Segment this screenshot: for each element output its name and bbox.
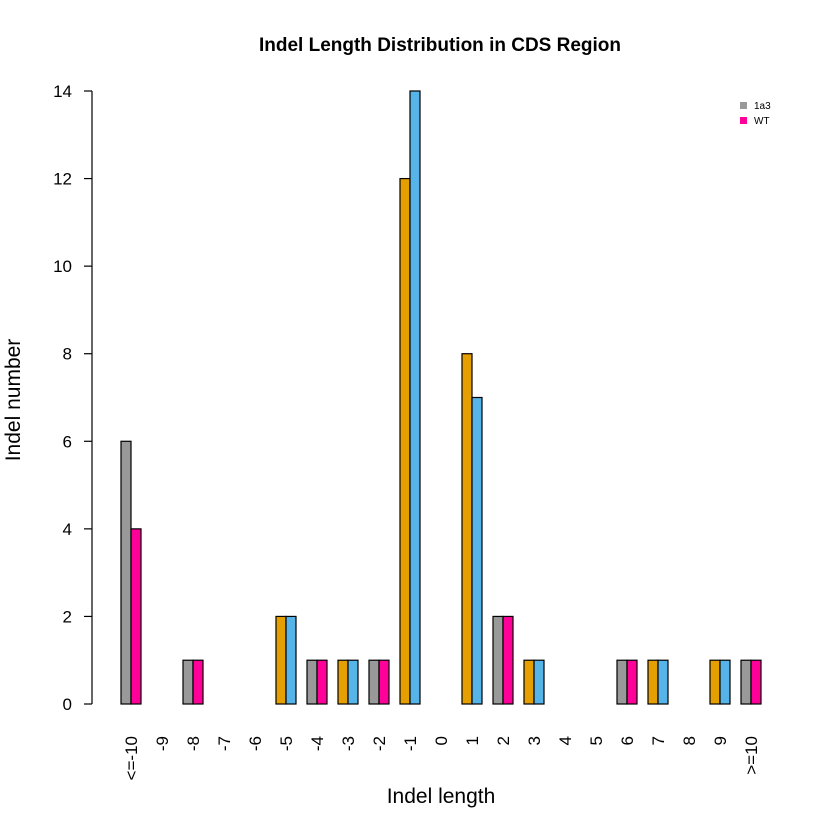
bar-1a3->=10: [740, 659, 752, 705]
x-tick-label: -5: [277, 736, 296, 751]
bar-1a3-1: [461, 353, 473, 705]
bar-1a3-2: [492, 615, 504, 705]
x-tick-label: -1: [401, 736, 420, 751]
x-tick-label: -2: [370, 736, 389, 751]
x-tick-label: >=10: [742, 736, 761, 775]
x-tick-label: -6: [246, 736, 265, 751]
bar-WT-7: [657, 659, 669, 705]
y-axis: 0 2 4 6 8 10 12 14: [53, 82, 93, 714]
bar-1a3--8: [182, 659, 194, 705]
bar-1a3-7: [647, 659, 659, 705]
legend-label: WT: [754, 116, 770, 127]
bar-WT-1: [471, 396, 483, 705]
bar-1a3-<=-10: [120, 440, 132, 705]
chart-title: Indel Length Distribution in CDS Region: [259, 35, 621, 56]
bar-WT-3: [533, 659, 545, 705]
legend-swatch: [740, 102, 747, 109]
legend-swatch: [740, 117, 747, 124]
y-tick-label: 4: [63, 520, 72, 539]
y-tick-label: 14: [53, 82, 72, 101]
bar-1a3--3: [337, 659, 349, 705]
x-tick-label: 2: [494, 736, 513, 745]
y-tick-label: 12: [53, 170, 72, 189]
bar-1a3--4: [306, 659, 318, 705]
x-axis-label: Indel length: [387, 785, 496, 808]
legend-label: 1a3: [754, 101, 771, 112]
y-tick-label: 10: [53, 257, 72, 276]
x-tick-label: 0: [432, 736, 451, 745]
y-axis-label: Indel number: [2, 339, 25, 462]
x-tick-label: -3: [339, 736, 358, 751]
x-tick-label: -8: [184, 736, 203, 751]
bar-WT--4: [316, 659, 328, 705]
x-tick-label: -9: [153, 736, 172, 751]
bars: [120, 90, 762, 705]
x-tick-label: 6: [618, 736, 637, 745]
x-tick-label: 8: [680, 736, 699, 745]
x-tick-label: 5: [587, 736, 606, 745]
y-tick-label: 0: [63, 695, 72, 714]
bar-WT-6: [626, 659, 638, 705]
bar-WT--3: [347, 659, 359, 705]
y-tick-label: 6: [63, 432, 72, 451]
bar-WT--1: [409, 90, 421, 705]
bar-1a3--5: [275, 615, 287, 705]
x-tick-label: 4: [556, 736, 575, 745]
x-tick-label: 1: [463, 736, 482, 745]
bar-1a3-9: [709, 659, 721, 705]
bar-WT-2: [502, 615, 514, 705]
x-tick-label: 9: [711, 736, 730, 745]
x-tick-label: <=-10: [122, 736, 141, 780]
legend: 1a3 WT: [740, 101, 771, 127]
y-tick-label: 8: [63, 345, 72, 364]
bar-1a3--1: [399, 177, 411, 705]
bar-1a3-3: [523, 659, 535, 705]
bar-1a3--2: [368, 659, 380, 705]
x-tick-label: -4: [308, 736, 327, 751]
bar-WT-9: [719, 659, 731, 705]
bar-WT-<=-10: [130, 528, 142, 705]
y-tick-label: 2: [63, 607, 72, 626]
bar-1a3-6: [616, 659, 628, 705]
x-tick-label: 7: [649, 736, 668, 745]
bar-WT--2: [378, 659, 390, 705]
bar-WT--8: [192, 659, 204, 705]
x-tick-labels: <=-10 -9 -8 -7 -6 -5 -4 -3 -2 -1 0 1 2 3 4 5 6 7 8 9 >=10: [122, 736, 761, 780]
bar-WT->=10: [750, 659, 762, 705]
x-tick-label: 3: [525, 736, 544, 745]
x-tick-label: -7: [215, 736, 234, 751]
bar-WT--5: [285, 615, 297, 705]
